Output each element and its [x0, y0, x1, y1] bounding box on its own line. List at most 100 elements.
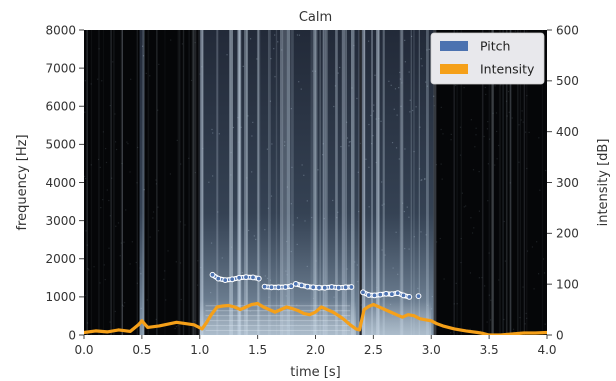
spectro-streak	[256, 30, 261, 335]
spectro-streak	[245, 30, 249, 335]
spectro-streak	[91, 30, 92, 335]
spectro-speckle	[332, 199, 334, 202]
spectro-speckle	[433, 95, 435, 97]
spectro-streak	[509, 30, 512, 335]
x-tick-label: 0.5	[132, 343, 151, 357]
spectro-speckle	[241, 272, 244, 274]
spectro-speckle	[127, 143, 129, 145]
spectro-speckle	[99, 282, 101, 284]
spectro-speckle	[488, 294, 490, 296]
spectro-speckle	[424, 178, 426, 180]
spectro-speckle	[176, 139, 178, 142]
spectro-speckle	[285, 295, 287, 297]
pitch-point	[209, 271, 216, 278]
spectro-speckle	[246, 177, 248, 179]
spectro-speckle	[255, 238, 257, 241]
spectro-speckle	[348, 145, 350, 147]
spectro-speckle	[230, 246, 233, 248]
spectro-speckle	[413, 236, 415, 238]
spectro-speckle	[526, 317, 528, 319]
spectro-speckle	[376, 287, 378, 289]
spectro-speckle	[351, 87, 353, 89]
spectro-speckle	[277, 41, 279, 43]
spectro-speckle	[489, 319, 492, 321]
spectro-speckle	[537, 273, 540, 275]
spectro-speckle	[374, 330, 376, 332]
spectro-speckle	[514, 30, 516, 32]
spectro-speckle	[426, 85, 429, 87]
pitch-point	[342, 284, 349, 291]
spectro-speckle	[84, 111, 86, 113]
spectro-speckle	[469, 328, 471, 330]
spectro-speckle	[123, 305, 125, 307]
spectro-speckle	[317, 169, 319, 171]
spectro-speckle	[544, 323, 546, 325]
spectro-speckle	[155, 183, 158, 185]
spectro-speckle	[84, 178, 87, 180]
spectro-speckle	[374, 74, 376, 76]
spectro-speckle	[539, 189, 541, 191]
spectro-speckle	[463, 87, 465, 89]
spectro-speckle	[498, 144, 500, 147]
spectro-speckle	[184, 224, 186, 226]
pitch-point	[365, 292, 372, 298]
spectro-speckle	[440, 106, 442, 108]
spectro-speckle	[101, 80, 103, 82]
spectro-speckle	[129, 171, 131, 173]
spectro-speckle	[450, 332, 452, 334]
spectro-streak	[286, 30, 291, 335]
spectro-speckle	[179, 262, 182, 264]
spectro-streak	[453, 30, 455, 335]
x-tick-label: 2.5	[364, 343, 383, 357]
spectro-speckle	[194, 41, 196, 44]
spectro-speckle	[392, 267, 394, 269]
spectro-speckle	[526, 250, 529, 252]
spectro-streak	[371, 30, 373, 335]
spectro-streak	[345, 30, 347, 335]
spectro-streak	[291, 30, 294, 335]
spectro-speckle	[201, 66, 203, 68]
spectro-speckle	[494, 85, 496, 87]
spectro-speckle	[463, 206, 465, 208]
pitch-point	[394, 290, 401, 297]
pitch-point	[316, 284, 322, 291]
spectro-speckle	[525, 131, 527, 133]
spectro-speckle	[87, 267, 89, 270]
spectro-speckle	[455, 84, 457, 86]
spectro-speckle	[304, 220, 306, 222]
spectro-streak	[460, 30, 462, 335]
spectro-speckle	[264, 275, 266, 277]
spectro-speckle	[269, 100, 272, 102]
spectro-speckle	[105, 161, 108, 164]
spectro-speckle	[353, 44, 355, 47]
spectro-speckle	[264, 229, 266, 231]
spectro-harmonic	[205, 320, 351, 322]
spectro-speckle	[417, 287, 419, 290]
spectro-speckle	[112, 61, 114, 63]
y-left-tick-label: 6000	[45, 100, 76, 114]
spectro-speckle	[291, 166, 293, 168]
spectro-speckle	[484, 285, 486, 287]
y-left-tick-label: 0	[68, 328, 76, 342]
legend-swatch-pitch	[440, 41, 468, 51]
pitch-point	[377, 291, 384, 298]
x-tick-label: 4.0	[537, 343, 556, 357]
pitch-point	[255, 275, 262, 282]
spectro-speckle	[286, 186, 289, 188]
spectro-speckle	[395, 231, 397, 233]
spectro-speckle	[409, 99, 411, 101]
spectro-speckle	[391, 314, 393, 316]
spectro-speckle	[401, 82, 403, 84]
spectro-speckle	[139, 267, 141, 269]
spectro-speckle	[375, 161, 377, 164]
spectro-speckle	[404, 39, 406, 42]
spectro-speckle	[346, 268, 348, 270]
spectro-speckle	[129, 263, 131, 265]
spectro-speckle	[404, 61, 406, 63]
spectro-speckle	[334, 85, 337, 87]
spectro-speckle	[322, 143, 324, 145]
spectro-speckle	[157, 230, 160, 232]
spectro-speckle	[221, 257, 223, 259]
spectro-speckle	[450, 133, 452, 136]
spectro-speckle	[383, 203, 385, 205]
